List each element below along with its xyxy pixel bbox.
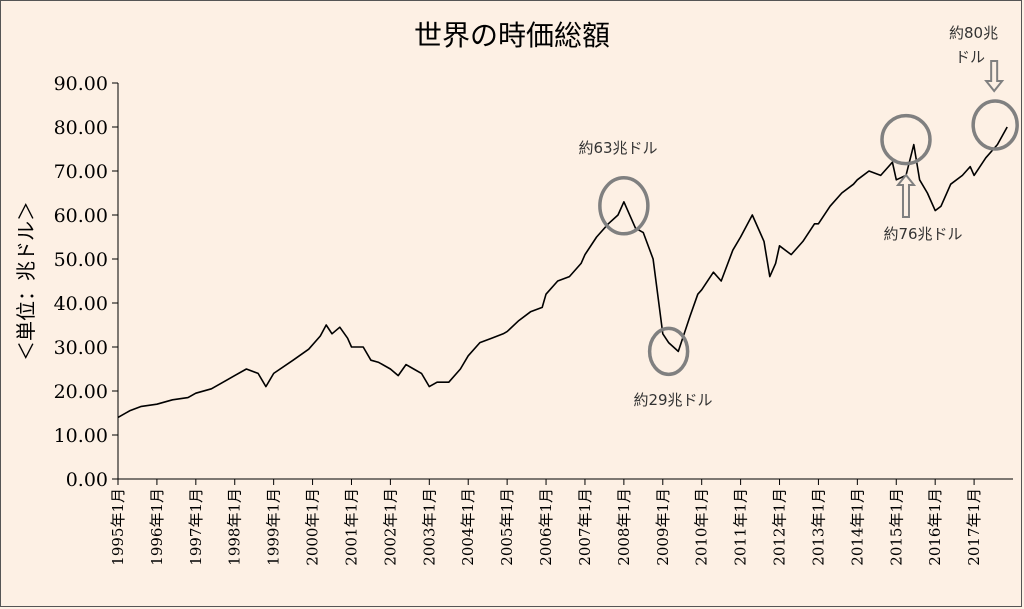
y-tick-label: 0.00 xyxy=(66,469,108,491)
x-tick-label: 2000年1月 xyxy=(304,488,322,566)
annotation-arrow xyxy=(984,60,1005,93)
plot-area xyxy=(117,126,1008,419)
x-tick-label: 1998年1月 xyxy=(226,488,244,566)
y-axis: 0.00 10.00 20.00 30.00 40.00 50.00 60.00 70.00 8… xyxy=(54,73,119,491)
x-tick-label: 1999年1月 xyxy=(265,488,283,566)
annotation-circle xyxy=(880,113,932,166)
x-tick-label: 1995年1月 xyxy=(109,488,127,566)
annotation-circle xyxy=(971,99,1019,151)
y-tick-label: 10.00 xyxy=(54,425,108,447)
y-tick-label: 40.00 xyxy=(54,293,108,315)
x-axis: 1995年1月 1996年1月 1997年1月 1998年1月 1999年1月 2000年… xyxy=(109,478,1013,566)
y-tick-label: 20.00 xyxy=(54,381,108,403)
x-tick-label: 1996年1月 xyxy=(148,488,166,566)
annotation-arrow xyxy=(895,173,917,218)
x-tick-label: 2007年1月 xyxy=(576,488,594,566)
x-tick-label: 2011年1月 xyxy=(732,488,750,566)
x-tick-label: 2017年1月 xyxy=(965,488,983,566)
x-tick-label: 2008年1月 xyxy=(615,488,633,566)
annotation-circle xyxy=(647,326,690,377)
y-tick-label: 60.00 xyxy=(54,205,108,227)
y-tick-label: 90.00 xyxy=(54,73,108,95)
x-tick-label: 2010年1月 xyxy=(693,488,711,566)
annotation-label: 約80兆 xyxy=(949,24,998,42)
x-tick-label: 2009年1月 xyxy=(654,488,672,566)
annotation-label: 約63兆ドル xyxy=(578,139,657,157)
x-tick-label: 2001年1月 xyxy=(342,488,360,566)
x-tick-label: 2016年1月 xyxy=(926,488,944,566)
y-tick-label: 50.00 xyxy=(54,249,108,271)
x-tick-label: 2014年1月 xyxy=(848,488,866,566)
chart-title: 世界の時価総額 xyxy=(414,19,610,52)
x-tick-label: 2006年1月 xyxy=(537,488,555,566)
annotation-circle xyxy=(598,176,650,236)
y-tick-label: 30.00 xyxy=(54,337,108,359)
x-tick-label: 2012年1月 xyxy=(771,488,789,566)
x-tick-label: 2013年1月 xyxy=(809,488,827,566)
x-tick-label: 1997年1月 xyxy=(187,488,205,566)
x-tick-label: 2004年1月 xyxy=(459,488,477,566)
series-line xyxy=(117,126,1008,419)
x-tick-label: 2005年1月 xyxy=(498,488,516,566)
x-tick-label: 2002年1月 xyxy=(381,488,399,566)
y-tick-label: 80.00 xyxy=(54,117,108,139)
annotation-label: 約76兆ドル xyxy=(883,225,962,243)
annotation-label: ドル xyxy=(955,48,985,66)
annotation-label: 約29兆ドル xyxy=(633,391,712,409)
x-tick-label: 2015年1月 xyxy=(887,488,905,566)
x-tick-label: 2003年1月 xyxy=(420,488,438,566)
y-tick-label: 70.00 xyxy=(54,161,108,183)
y-axis-label: ＜単位：兆ドル＞ xyxy=(14,201,38,361)
